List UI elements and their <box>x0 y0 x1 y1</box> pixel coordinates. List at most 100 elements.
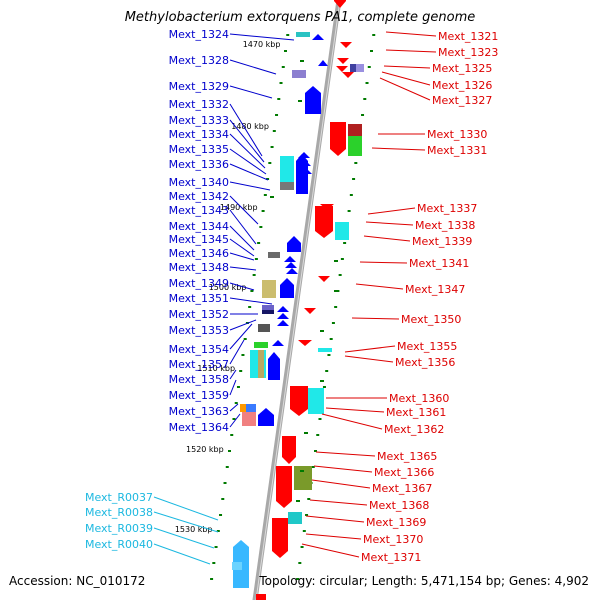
feature-box <box>254 342 268 348</box>
gene-leader-line <box>229 282 255 291</box>
feature-box <box>294 466 312 490</box>
gene-label-minus: Mext_1371 <box>361 551 421 564</box>
gene-arrowhead-plus <box>277 313 289 319</box>
gene-leader-line <box>229 319 257 331</box>
gene-label-minus: Mext_1338 <box>415 219 475 232</box>
scale-label: 1510 kbp <box>197 364 235 373</box>
gene-label-minus: Mext_1327 <box>432 94 492 107</box>
gene-leader-line <box>229 119 265 163</box>
feature-box <box>262 310 274 314</box>
gene-label-plus: Mext_1333 <box>169 114 229 127</box>
gene-arrowhead-plus <box>277 320 289 326</box>
gene-arrowhead-plus <box>284 256 296 262</box>
gene-label-rna: Mext_R0037 <box>85 491 153 504</box>
gene-arrowhead-minus <box>304 308 316 314</box>
gene-label-plus: Mext_1334 <box>169 128 229 141</box>
gene-arrow-minus <box>290 386 308 416</box>
track-dot-left <box>225 466 229 468</box>
track-dot-left <box>277 98 281 100</box>
strand-tick <box>304 432 308 434</box>
strand-tick <box>296 500 300 502</box>
track-dot-left <box>221 498 225 500</box>
gene-leader-line <box>309 499 368 506</box>
gene-label-plus: Mext_1358 <box>169 373 229 386</box>
feature-box <box>318 348 332 352</box>
gene-label-minus: Mext_1323 <box>438 46 498 59</box>
genome-backbone-highlight <box>255 0 341 600</box>
track-dot-left <box>272 130 276 132</box>
track-dot-left <box>219 514 223 516</box>
gene-label-minus: Mext_1366 <box>374 466 434 479</box>
gene-leader-line <box>229 252 255 261</box>
scale-label: 1530 kbp <box>175 525 213 534</box>
track-dot-left <box>216 530 220 532</box>
gene-label-minus: Mext_1355 <box>397 340 457 353</box>
gene-label-minus: Mext_1362 <box>384 423 444 436</box>
gene-label-plus: Mext_1353 <box>169 324 229 337</box>
gene-arrow-minus <box>272 518 288 558</box>
gene-leader-line <box>229 297 273 305</box>
feature-box <box>356 64 364 72</box>
strand-tick <box>334 290 338 292</box>
gene-leader-line <box>355 283 404 290</box>
track-dot-left <box>275 114 279 116</box>
feature-box <box>232 562 242 570</box>
gene-leader-line <box>229 148 267 175</box>
track-dot-left <box>243 338 247 340</box>
track-dot-left <box>252 274 256 276</box>
gene-leader-line <box>153 527 215 549</box>
gene-leader-line <box>153 543 211 565</box>
feature-box <box>292 70 306 78</box>
scale-label: 1480 kbp <box>231 122 269 131</box>
scale-label: 1470 kbp <box>243 40 281 49</box>
gene-leader-line <box>229 85 273 99</box>
track-dot-left <box>239 370 243 372</box>
gene-arrowhead-plus <box>285 262 297 268</box>
feature-box <box>280 156 294 190</box>
gene-label-plus: Mext_1343 <box>169 204 229 217</box>
strand-tick <box>320 380 324 382</box>
gene-label-minus: Mext_1339 <box>412 235 472 248</box>
gene-arrowhead-plus <box>312 34 324 40</box>
gene-leader-line <box>359 261 408 264</box>
track-dot-right <box>334 306 338 308</box>
gene-arrow-plus <box>268 352 280 380</box>
gene-arrowhead-minus <box>336 66 348 72</box>
strand-tick <box>300 60 304 62</box>
gene-label-plus: Mext_1346 <box>169 247 229 260</box>
gene-leader-line <box>153 496 219 521</box>
gene-label-minus: Mext_1337 <box>417 202 477 215</box>
gene-leader-line <box>229 323 253 350</box>
feature-box <box>288 512 302 524</box>
gene-arrow-minus <box>276 466 292 508</box>
gene-arrow-minus <box>315 206 333 238</box>
track-dot-left <box>241 354 245 356</box>
track-dot-right <box>307 498 311 500</box>
track-dot-right <box>329 338 333 340</box>
gene-leader-line <box>229 403 239 412</box>
scale-label: 1490 kbp <box>220 203 258 212</box>
track-dot-right <box>352 178 356 180</box>
gene-leader-line <box>315 451 376 457</box>
genome-backbone <box>252 0 342 600</box>
gene-label-plus: Mext_1348 <box>169 261 229 274</box>
gene-arrowhead-minus <box>298 340 312 346</box>
gene-leader-line <box>229 379 237 396</box>
track-dot-right <box>343 242 347 244</box>
feature-box <box>350 64 358 72</box>
gene-leader-line <box>321 413 383 430</box>
feature-box <box>296 32 310 37</box>
track-dot-left <box>223 482 227 484</box>
track-dot-left <box>214 546 218 548</box>
gene-arrowhead-minus <box>342 72 354 78</box>
gene-arrowhead-plus <box>298 152 310 158</box>
track-dot-right <box>354 162 358 164</box>
gene-label-minus: Mext_1347 <box>405 283 465 296</box>
feature-box <box>308 388 324 414</box>
scale-label: 1520 kbp <box>186 445 224 454</box>
gene-label-plus: Mext_1328 <box>169 54 229 67</box>
track-dot-left <box>266 178 270 180</box>
gene-leader-line <box>229 103 263 157</box>
strand-tick <box>300 470 304 472</box>
gene-leader-line <box>344 345 396 353</box>
